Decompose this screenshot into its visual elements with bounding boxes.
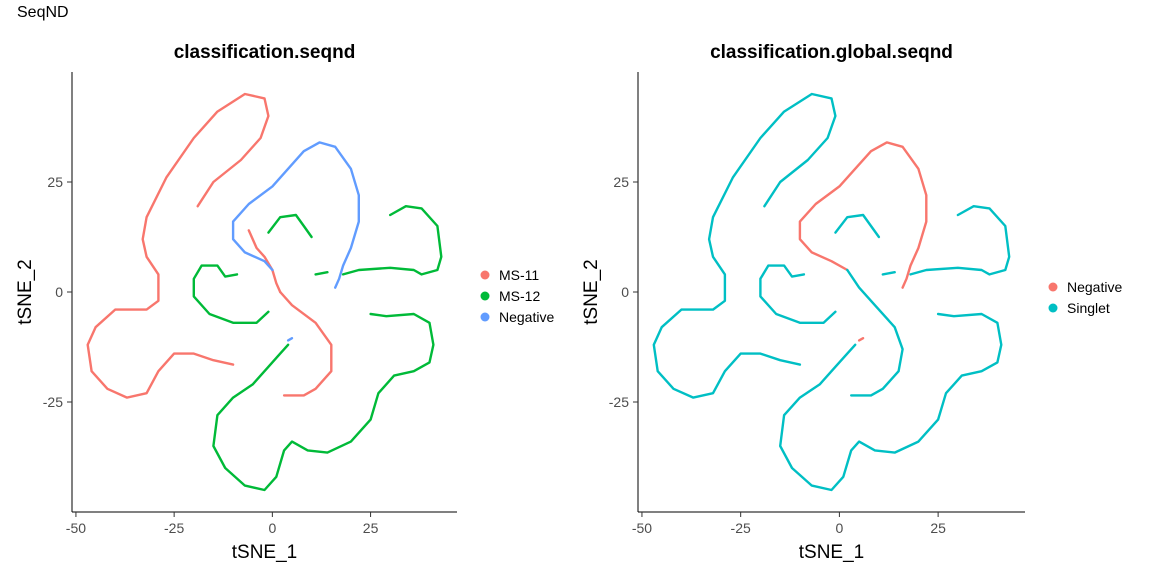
series-singlet (652, 92, 1011, 492)
data-trail-singlet (909, 204, 1011, 276)
data-trail-ms-11 (247, 229, 282, 294)
data-trail-negative (231, 141, 360, 289)
figure-supertitle: SeqND (17, 4, 69, 21)
chart-title: classification.global.seqnd (710, 42, 953, 63)
legend-label: MS-12 (499, 288, 540, 304)
data-trail-singlet (652, 92, 837, 399)
data-trail-ms-11 (279, 290, 333, 397)
legend-label: Negative (499, 309, 554, 325)
legend: MS-11 MS-12 Negative (480, 267, 554, 325)
data-trail-singlet (759, 264, 837, 324)
data-trail-ms-12 (314, 271, 329, 276)
x-tick-label: 25 (930, 520, 946, 536)
legend-key-ms-12 (480, 291, 490, 301)
legend-label: Singlet (1067, 300, 1110, 316)
x-tick-label: 25 (363, 520, 379, 536)
data-trail-singlet (834, 213, 881, 239)
x-tick-label: 0 (835, 520, 843, 536)
legend-key-negative (1048, 282, 1058, 292)
data-trail-negative (286, 337, 294, 342)
data-trail-singlet (779, 312, 1003, 492)
legend-label: MS-11 (499, 267, 539, 283)
data-trail-singlet (881, 271, 896, 276)
y-tick-label: 0 (55, 284, 63, 300)
series-ms-11 (86, 92, 333, 399)
series-negative (798, 141, 928, 342)
chart-panel-classification-global-seqnd: classification.global.seqnd -50 -25 0 25 -25 0… (581, 42, 1122, 563)
x-tick-label: -50 (66, 520, 86, 536)
legend-label: Negative (1067, 279, 1122, 295)
data-trail-negative (857, 337, 865, 342)
legend: Negative Singlet (1048, 279, 1122, 316)
data-trail-ms-12 (341, 204, 443, 276)
data-trail-ms-12 (192, 264, 270, 324)
y-axis-label: tSNE_2 (15, 259, 36, 324)
x-tick-label: 0 (268, 520, 276, 536)
x-tick-label: -50 (632, 520, 652, 536)
x-tick-label: -25 (164, 520, 184, 536)
x-tick-label: -25 (731, 520, 751, 536)
y-tick-label: 0 (621, 284, 629, 300)
data-trail-ms-12 (267, 213, 313, 239)
series-ms-12 (192, 204, 443, 492)
y-tick-label: -25 (43, 394, 63, 410)
legend-key-negative (480, 312, 490, 322)
y-axis-label: tSNE_2 (581, 259, 602, 324)
legend-key-ms-11 (480, 270, 490, 280)
chart-panel-classification-seqnd: classification.seqnd -50 -25 0 25 -25 0 25 tSNE_… (15, 42, 554, 563)
chart-title: classification.seqnd (174, 42, 356, 63)
data-trail-negative (798, 141, 928, 289)
x-axis-label: tSNE_1 (799, 542, 864, 563)
y-tick-label: -25 (609, 394, 629, 410)
legend-key-singlet (1048, 303, 1058, 313)
y-tick-label: 25 (613, 174, 629, 190)
data-trail-singlet (846, 268, 904, 397)
y-tick-label: 25 (47, 174, 63, 190)
data-trail-ms-11 (86, 92, 270, 399)
data-trail-ms-12 (212, 312, 435, 492)
x-axis-label: tSNE_1 (232, 542, 297, 563)
series-negative (231, 141, 360, 342)
